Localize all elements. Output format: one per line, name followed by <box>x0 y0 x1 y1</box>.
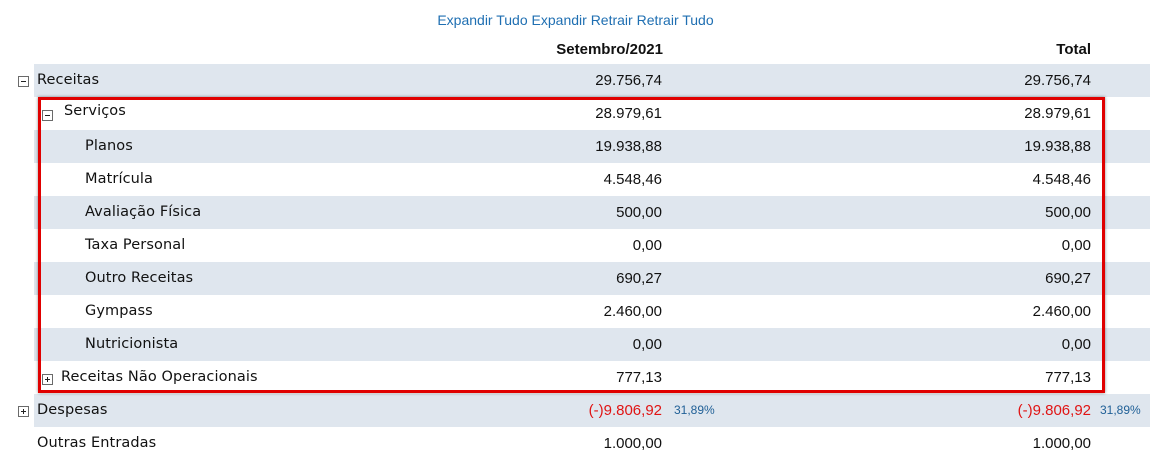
expand-all-link[interactable]: Expandir Tudo <box>437 12 528 28</box>
period-value: 777,13 <box>616 369 662 386</box>
table-row-taxa-personal: Taxa Personal 0,00 0,00 <box>34 229 1150 262</box>
row-label: Avaliação Física <box>85 204 202 220</box>
total-value: 500,00 <box>1045 204 1091 221</box>
expand-toggle-icon[interactable] <box>18 406 29 417</box>
period-value: 0,00 <box>632 237 662 254</box>
table-row-receitas: Receitas 29.756,74 29.756,74 <box>18 64 1150 97</box>
row-label: Outras Entradas <box>37 435 157 451</box>
total-percent: 31,89% <box>1100 403 1141 417</box>
column-header-total: Total <box>1056 41 1091 58</box>
period-value: 500,00 <box>616 204 662 221</box>
total-value: 0,00 <box>1061 336 1091 353</box>
row-label: Serviços <box>64 103 126 119</box>
period-value: 29.756,74 <box>595 72 662 89</box>
collapse-toggle-icon[interactable] <box>42 110 53 121</box>
total-value: 0,00 <box>1061 237 1091 254</box>
period-value: 2.460,00 <box>603 303 662 320</box>
table-row-avaliacao-fisica: Avaliação Física 500,00 500,00 <box>34 196 1150 229</box>
row-label: Receitas <box>37 72 100 88</box>
period-value: 690,27 <box>616 270 662 287</box>
period-value: 19.938,88 <box>595 138 662 155</box>
expand-toggle-icon[interactable] <box>42 374 53 385</box>
total-value: 777,13 <box>1045 369 1091 386</box>
total-value: 2.460,00 <box>1032 303 1091 320</box>
table-row-matricula: Matrícula 4.548,46 4.548,46 <box>34 163 1150 196</box>
row-label: Planos <box>85 138 133 154</box>
table-row-outras-entradas: Outras Entradas 1.000,00 1.000,00 <box>34 427 1150 460</box>
row-label: Despesas <box>37 402 108 418</box>
row-label: Nutricionista <box>85 336 179 352</box>
row-label: Gympass <box>85 303 153 319</box>
row-label: Taxa Personal <box>85 237 186 253</box>
total-value: 29.756,74 <box>1024 72 1091 89</box>
tree-toolbar: Expandir Tudo Expandir Retrair Retrair T… <box>0 12 1151 28</box>
table-row-planos: Planos 19.938,88 19.938,88 <box>34 130 1150 163</box>
total-value: 4.548,46 <box>1032 171 1091 188</box>
collapse-all-link[interactable]: Retrair Tudo <box>636 12 714 28</box>
period-value: 1.000,00 <box>603 435 662 452</box>
total-value: 19.938,88 <box>1024 138 1091 155</box>
table-row-gympass: Gympass 2.460,00 2.460,00 <box>34 295 1150 328</box>
period-percent: 31,89% <box>674 403 715 417</box>
total-value: 1.000,00 <box>1032 435 1091 452</box>
table-row-despesas: Despesas (-)9.806,92 31,89% (-)9.806,92 … <box>18 394 1150 427</box>
period-value: (-)9.806,92 <box>588 402 662 419</box>
collapse-toggle-icon[interactable] <box>18 76 29 87</box>
total-value: 690,27 <box>1045 270 1091 287</box>
expand-link[interactable]: Expandir <box>531 12 587 28</box>
row-label: Receitas Não Operacionais <box>61 369 258 385</box>
total-value: (-)9.806,92 <box>1017 402 1091 419</box>
table-row-servicos: Serviços 28.979,61 28.979,61 <box>34 97 1150 130</box>
table-row-nutricionista: Nutricionista 0,00 0,00 <box>34 328 1150 361</box>
total-value: 28.979,61 <box>1024 105 1091 122</box>
column-header-period: Setembro/2021 <box>556 41 663 58</box>
period-value: 4.548,46 <box>603 171 662 188</box>
period-value: 28.979,61 <box>595 105 662 122</box>
period-value: 0,00 <box>632 336 662 353</box>
collapse-link[interactable]: Retrair <box>590 12 633 28</box>
row-label: Matrícula <box>85 171 154 187</box>
row-label: Outro Receitas <box>85 270 194 286</box>
table-row-outro-receitas: Outro Receitas 690,27 690,27 <box>34 262 1150 295</box>
table-row-receitas-nao-operacionais: Receitas Não Operacionais 777,13 777,13 <box>34 361 1150 394</box>
